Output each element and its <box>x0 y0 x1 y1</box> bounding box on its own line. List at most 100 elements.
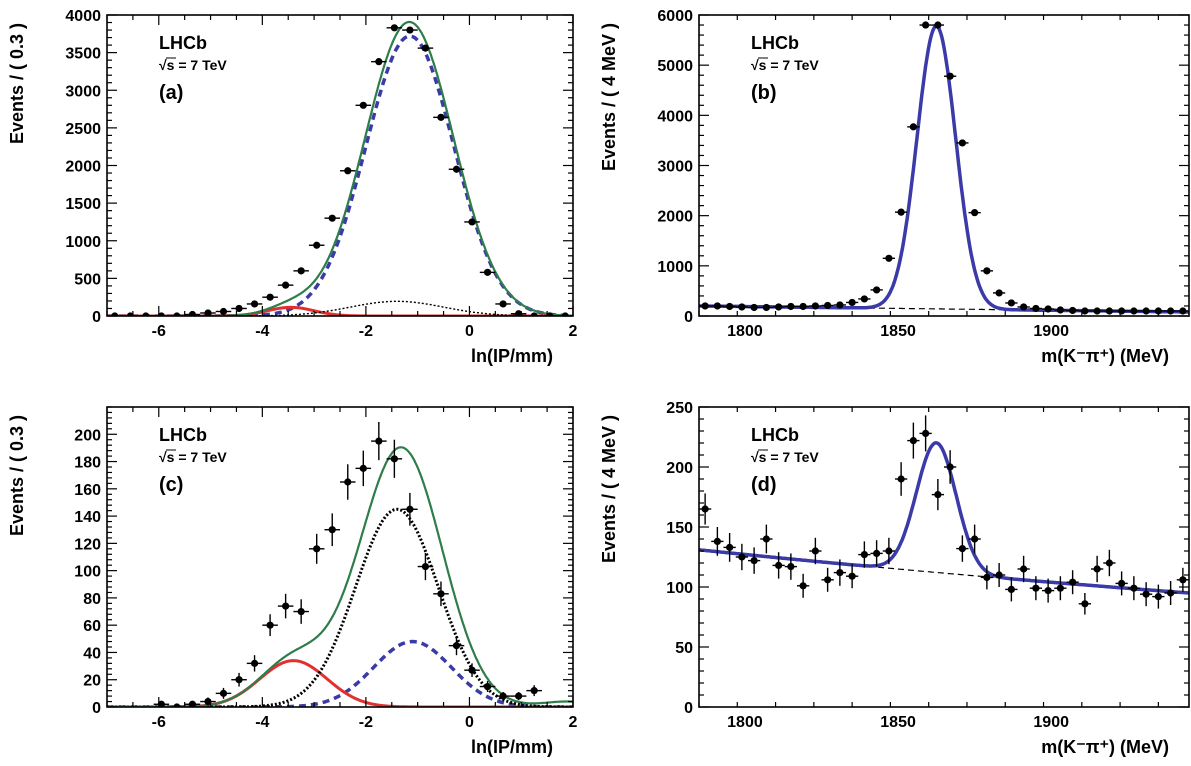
data-point <box>735 303 748 311</box>
y-tick-label: 4000 <box>65 8 101 25</box>
data-point <box>215 687 232 699</box>
marker <box>922 21 930 29</box>
marker <box>713 537 721 546</box>
plot-frame <box>698 406 1190 708</box>
data-point <box>931 479 944 511</box>
data-point <box>1078 593 1091 615</box>
marker <box>1130 307 1138 315</box>
marker <box>390 455 398 463</box>
marker <box>738 303 746 311</box>
data-point <box>1005 577 1018 602</box>
data-point <box>479 681 496 692</box>
y-axis-label: Events / ( 4 MeV ) <box>599 23 619 171</box>
x-tick-label: 1850 <box>880 714 916 731</box>
y-tick-label: 1000 <box>657 259 693 276</box>
data-point <box>417 552 434 581</box>
data-point <box>723 302 736 311</box>
plot-frame <box>106 406 574 708</box>
x-tick-label: -2 <box>359 323 373 340</box>
marker <box>909 123 917 131</box>
marker <box>437 113 445 121</box>
data-point <box>1140 307 1153 315</box>
marker <box>250 300 259 308</box>
marker <box>885 547 893 555</box>
marker <box>390 24 398 32</box>
data-point <box>138 312 154 316</box>
marker <box>188 310 197 316</box>
data-point <box>324 214 340 222</box>
marker <box>762 303 770 312</box>
y-tick-label: 0 <box>684 700 693 717</box>
data-point <box>1115 571 1128 596</box>
marker <box>873 549 881 558</box>
data-point <box>882 537 895 565</box>
data-point <box>956 535 969 562</box>
marker <box>1007 585 1015 594</box>
data-point <box>931 21 944 29</box>
marker <box>775 561 783 570</box>
data-point <box>293 599 309 624</box>
plot-area <box>107 422 573 707</box>
marker <box>188 700 197 707</box>
marker <box>909 437 917 445</box>
marker <box>157 700 165 707</box>
marker <box>787 563 795 571</box>
marker <box>313 545 321 553</box>
marker <box>1154 307 1162 315</box>
data-point <box>386 24 403 32</box>
y-axis-label: Events / ( 0.3 ) <box>7 415 27 536</box>
y-tick-label: 5000 <box>657 58 693 75</box>
marker <box>266 293 274 301</box>
y-tick-label: 100 <box>74 564 101 581</box>
x-tick-label: 0 <box>465 714 474 731</box>
marker <box>787 302 795 311</box>
y-tick-label: 150 <box>666 520 693 537</box>
marker <box>922 429 930 437</box>
marker <box>762 535 770 543</box>
marker <box>824 301 832 310</box>
marker <box>860 551 868 559</box>
marker <box>483 268 492 276</box>
data-point <box>993 563 1006 587</box>
y-tick-label: 200 <box>74 427 101 444</box>
marker <box>897 208 905 216</box>
data-point <box>464 218 480 226</box>
data-point <box>895 462 908 496</box>
y-tick-label: 0 <box>92 309 101 326</box>
data-point <box>246 300 263 308</box>
experiment-label: LHCb <box>751 33 799 53</box>
y-axis-label: Events / ( 0.3 ) <box>7 23 27 144</box>
y-tick-label: 60 <box>83 618 101 635</box>
marker <box>499 300 507 308</box>
x-tick-label: -4 <box>255 323 269 340</box>
marker <box>421 562 430 571</box>
x-tick-label: -4 <box>255 714 269 731</box>
data-point <box>1103 307 1116 315</box>
y-tick-label: 1000 <box>65 234 101 251</box>
y-tick-label: 3000 <box>657 159 693 176</box>
plot-area <box>699 21 1189 315</box>
data-point <box>846 564 859 589</box>
data-point <box>308 241 325 249</box>
marker <box>219 689 228 697</box>
y-tick-label: 80 <box>83 591 101 608</box>
y-tick-label: 2000 <box>65 159 101 176</box>
panel-d: 1800 1850 1900 0 50 100 150 200 250 m(K⁻π⁺) (MeV)… <box>599 400 1190 757</box>
data-point <box>215 307 232 316</box>
marker <box>344 167 352 175</box>
data-point <box>907 422 920 459</box>
y-tick-label: 1500 <box>65 196 101 213</box>
marker <box>750 557 758 565</box>
marker <box>738 553 746 561</box>
marker <box>946 463 954 471</box>
data-point <box>919 21 932 29</box>
data-point <box>699 493 712 525</box>
experiment-label: LHCb <box>751 425 799 445</box>
y-tick-label: 20 <box>83 673 101 690</box>
y-tick-label: 40 <box>83 645 101 662</box>
data-point <box>882 254 895 262</box>
data-point <box>833 301 846 309</box>
curve-signal <box>107 639 573 707</box>
data-point <box>153 312 170 316</box>
marker <box>1056 306 1064 314</box>
